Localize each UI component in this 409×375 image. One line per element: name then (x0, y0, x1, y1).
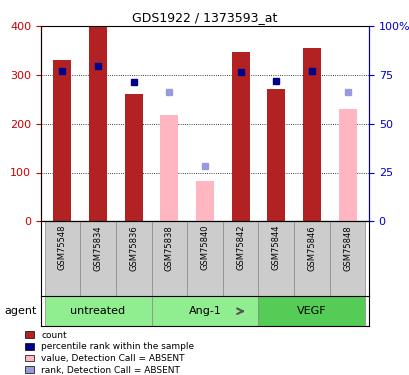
Bar (89, 26, 107, 221)
Legend: count, percentile rank within the sample, value, Detection Call = ABSENT, rank, : count, percentile rank within the sample… (25, 331, 194, 375)
Bar (80, 221, 116, 296)
Bar (258, 296, 364, 326)
Text: GSM75844: GSM75844 (271, 225, 280, 270)
Text: GSM75834: GSM75834 (93, 225, 102, 271)
Text: GSM75840: GSM75840 (200, 225, 209, 270)
Text: VEGF: VEGF (297, 306, 326, 316)
Bar (231, 52, 249, 221)
Bar (258, 221, 293, 296)
Bar (151, 296, 258, 326)
Bar (293, 221, 329, 296)
Bar (187, 221, 222, 296)
Text: GSM75848: GSM75848 (342, 225, 351, 271)
Bar (116, 221, 151, 296)
Bar (45, 221, 80, 296)
Bar (53, 60, 71, 221)
Text: GSM75836: GSM75836 (129, 225, 138, 271)
Text: GSM75548: GSM75548 (58, 225, 67, 270)
Bar (222, 221, 258, 296)
Text: GSM75846: GSM75846 (307, 225, 316, 271)
Bar (196, 181, 213, 221)
Text: GSM75838: GSM75838 (164, 225, 173, 271)
Text: untreated: untreated (70, 306, 125, 316)
Bar (124, 93, 142, 221)
Bar (160, 115, 178, 221)
Bar (151, 221, 187, 296)
Bar (329, 221, 364, 296)
Bar (45, 296, 151, 326)
Bar (338, 109, 356, 221)
Text: GSM75842: GSM75842 (236, 225, 245, 270)
Title: GDS1922 / 1373593_at: GDS1922 / 1373593_at (132, 11, 277, 24)
Bar (302, 48, 320, 221)
Text: agent: agent (4, 306, 36, 316)
Bar (267, 88, 285, 221)
Text: Ang-1: Ang-1 (188, 306, 221, 316)
